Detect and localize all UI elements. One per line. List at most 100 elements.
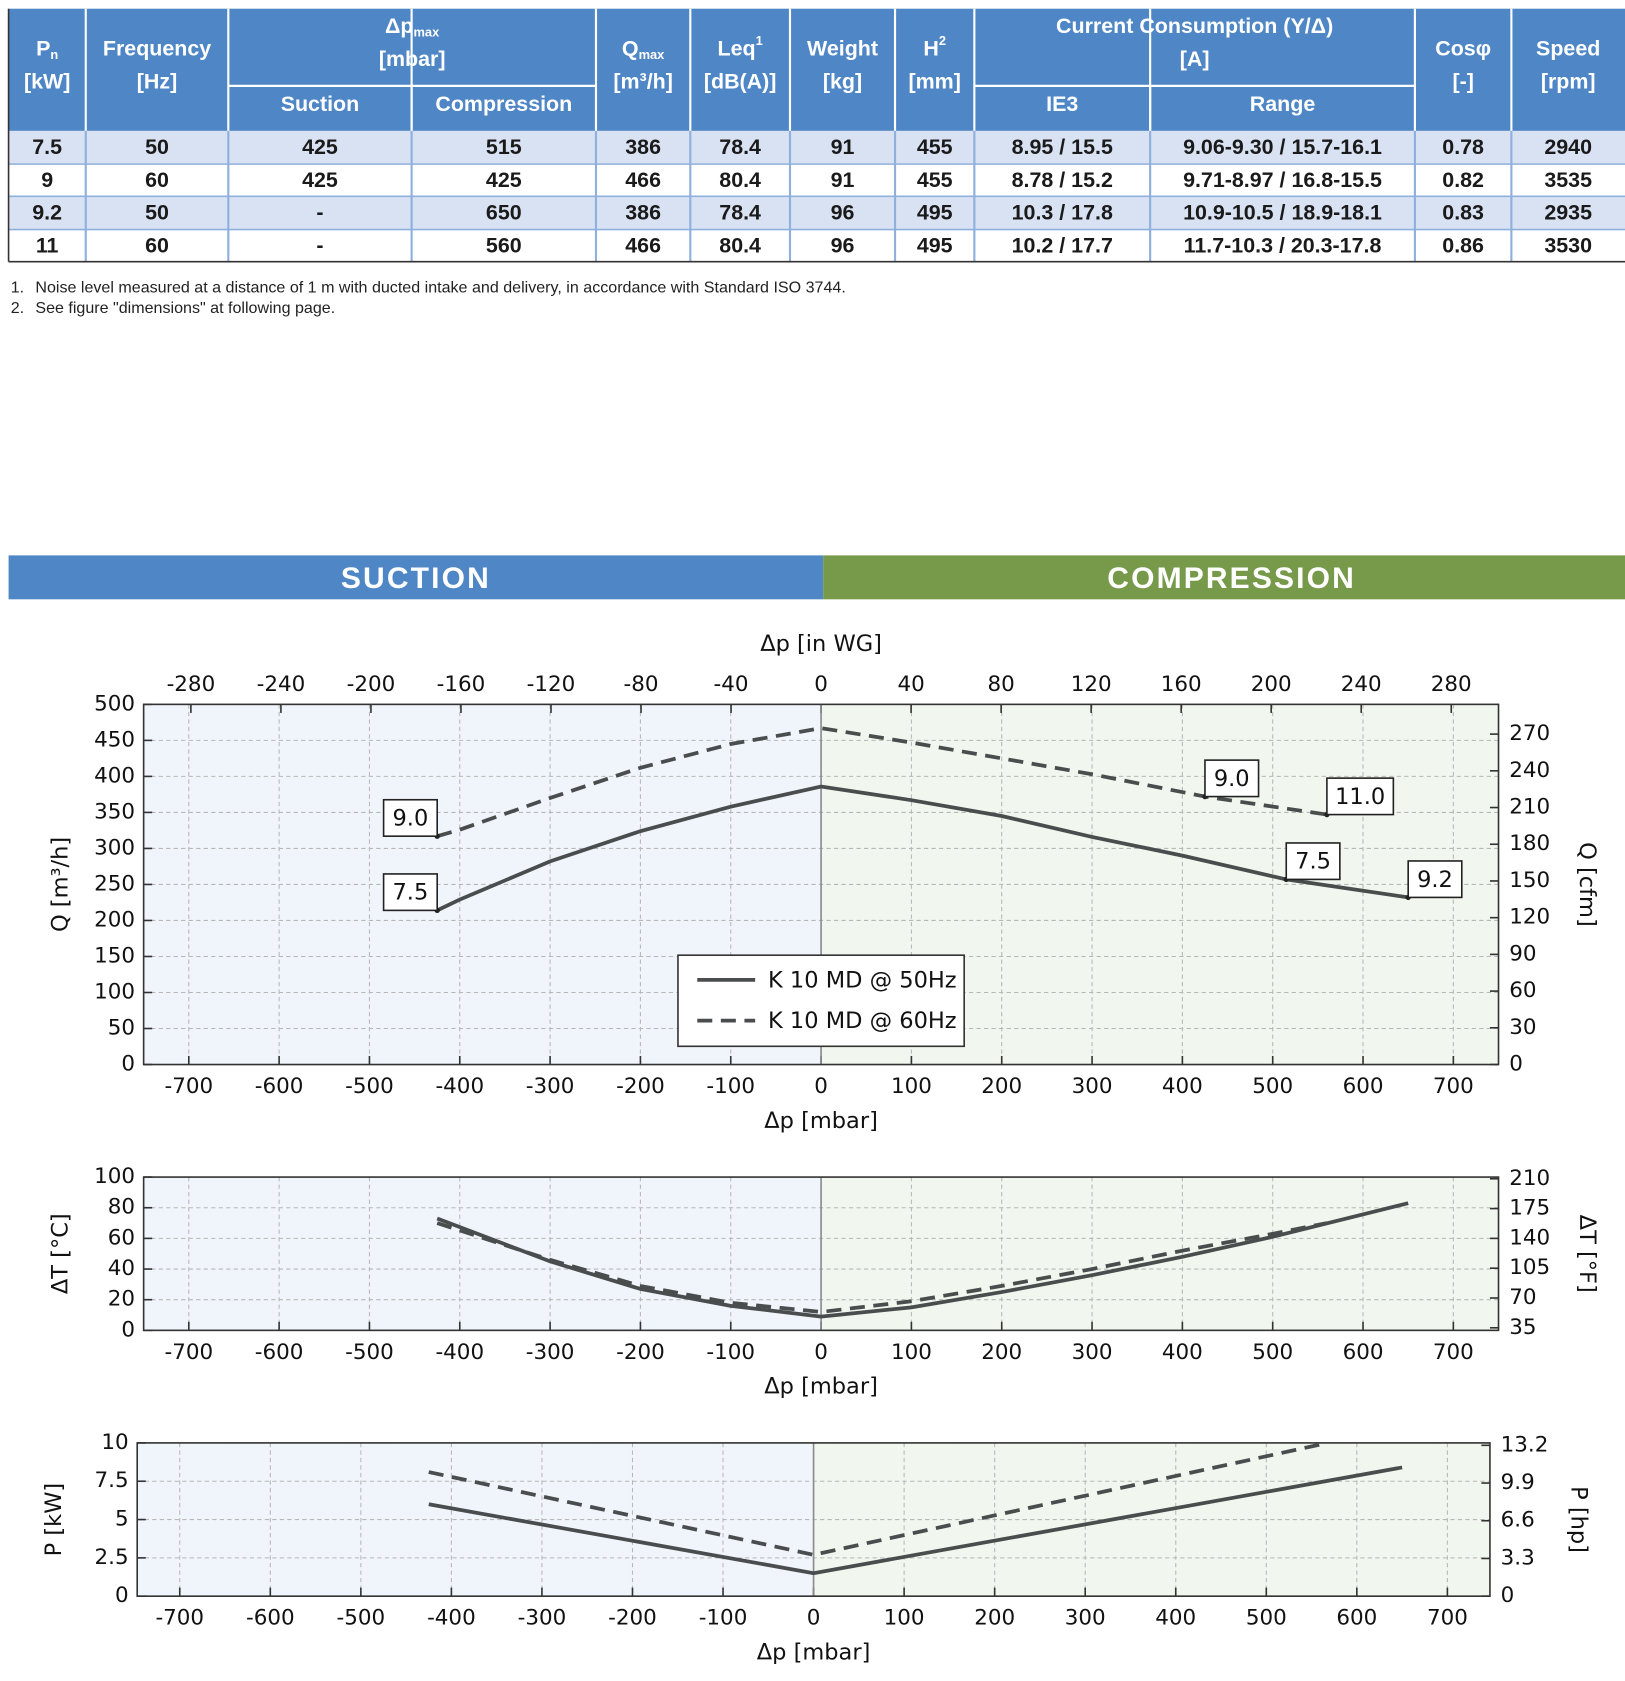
x-tick-label: 0 [807, 1606, 821, 1631]
header-main: H [923, 36, 938, 60]
header-sub-column: IE3 [1046, 92, 1078, 116]
x2-tick-label: -240 [257, 672, 306, 697]
series-line [436, 1201, 1409, 1319]
y2-tick-label: 210 [1509, 1166, 1550, 1191]
header-main: Speed [1536, 36, 1600, 60]
header-sub-column: Range [1250, 92, 1316, 116]
cell: 3535 [1544, 168, 1592, 192]
cell: 495 [917, 201, 953, 225]
header-sub: max [639, 47, 666, 62]
y2-tick-label: 150 [1509, 868, 1550, 893]
annotation-label: 7.5 [392, 880, 428, 906]
x-tick-label: 400 [1155, 1606, 1196, 1631]
series-line [428, 1442, 1322, 1557]
y2-tick-label: 6.6 [1501, 1508, 1535, 1533]
cell: 2935 [1544, 201, 1592, 225]
footnote-number: 1. [11, 279, 24, 297]
cell: 8.78 / 15.2 [1012, 168, 1113, 192]
x-axis-label: Δp [mbar] [757, 1640, 871, 1666]
x-tick-label: -500 [345, 1340, 394, 1365]
x2-tick-label: 0 [814, 672, 828, 697]
header-sub-column: Compression [435, 92, 572, 116]
plot-frame [136, 1442, 1491, 1597]
y2-tick-label: 210 [1509, 795, 1550, 820]
y-tick-label: 2.5 [95, 1545, 129, 1570]
x2-tick-label: -160 [437, 672, 486, 697]
y-tick-label: 100 [94, 1164, 135, 1189]
header-main: Q [622, 36, 639, 60]
cell: 425 [302, 135, 338, 159]
x-tick-label: 200 [974, 1606, 1015, 1631]
x-tick-label: 100 [891, 1340, 932, 1365]
compression-band [823, 555, 1625, 600]
x-tick-label: 300 [1065, 1606, 1106, 1631]
spec-table: Pn[kW]Frequency[Hz]Δpmax[mbar]SuctionCom… [7, 8, 1625, 263]
header-unit: [kg] [823, 69, 862, 93]
x-tick-label: -600 [246, 1606, 295, 1631]
cell: 10.3 / 17.8 [1012, 201, 1113, 225]
annotation-box [382, 873, 438, 912]
cell: 560 [486, 233, 522, 257]
header-main: Δp [385, 14, 413, 38]
banner-label: SUCTION [341, 562, 491, 595]
header-unit: [-] [1452, 69, 1473, 93]
cell: 0.78 [1442, 135, 1484, 159]
cell: 425 [486, 168, 522, 192]
footnote-number: 2. [11, 299, 24, 317]
header-title: Cosφ [1435, 36, 1491, 60]
header-sup: 2 [939, 33, 946, 48]
series-line [428, 1465, 1403, 1576]
cell: 9.06-9.30 / 15.7-16.1 [1183, 135, 1382, 159]
cell: 8.95 / 15.5 [1012, 135, 1113, 159]
cell: 78.4 [719, 135, 761, 159]
annotation-box [1326, 777, 1395, 816]
annotation-box [1285, 842, 1341, 881]
x-tick-label: -700 [164, 1340, 213, 1365]
annotation-label: 9.2 [1417, 867, 1453, 893]
y2-axis-label: P [hp] [1565, 1486, 1591, 1553]
x-axis-label: Δp [mbar] [764, 1108, 878, 1134]
x-tick-label: -600 [255, 1340, 304, 1365]
x-axis-label: Δp [mbar] [764, 1374, 878, 1400]
cell: 80.4 [719, 168, 761, 192]
x-tick-label: -300 [526, 1074, 575, 1099]
x-tick-label: 300 [1072, 1074, 1113, 1099]
x-tick-label: 700 [1433, 1340, 1474, 1365]
x-tick-label: 400 [1162, 1340, 1203, 1365]
cell: 91 [831, 135, 855, 159]
y-tick-label: 350 [94, 799, 135, 824]
y2-tick-label: 70 [1509, 1285, 1536, 1310]
x-tick-label: 0 [814, 1074, 828, 1099]
chart: -700 -600 -500 -400 -300 -200 -100 0 100 200 300 40… [41, 1430, 1591, 1666]
header-main: P [36, 36, 50, 60]
header-main: Cosφ [1435, 36, 1491, 60]
annotation-label: 9.0 [1214, 766, 1250, 792]
cell: 0.86 [1442, 233, 1484, 257]
row-bg [8, 130, 1625, 165]
y2-tick-label: 270 [1509, 721, 1550, 746]
y-axis-label: Q [m³/h] [48, 837, 74, 932]
x-tick-label: -100 [706, 1340, 755, 1365]
header-main: Leq [718, 36, 756, 60]
annotation-box [1204, 759, 1260, 798]
cell: 495 [917, 233, 953, 257]
x-tick-label: 700 [1427, 1606, 1468, 1631]
annotation-box [382, 798, 438, 837]
y-tick-label: 5 [115, 1507, 129, 1532]
series-line [436, 726, 1328, 838]
legend-box [677, 954, 965, 1048]
header-title: Δpmax [385, 14, 440, 40]
annotation-label: 9.0 [392, 806, 428, 832]
x-tick-label: 600 [1343, 1340, 1384, 1365]
x-tick-label: -200 [616, 1340, 665, 1365]
cell: 11.7-10.3 / 20.3-17.8 [1184, 233, 1382, 257]
y2-tick-label: 60 [1509, 978, 1536, 1003]
header-sup: 1 [756, 33, 763, 48]
cell: 10.9-10.5 / 18.9-18.1 [1183, 201, 1382, 225]
legend-label: K 10 MD @ 60Hz [768, 1008, 957, 1034]
x2-tick-label: -280 [167, 672, 216, 697]
cell: 11 [36, 233, 59, 257]
cell: 60 [145, 168, 169, 192]
cell: 50 [145, 201, 169, 225]
